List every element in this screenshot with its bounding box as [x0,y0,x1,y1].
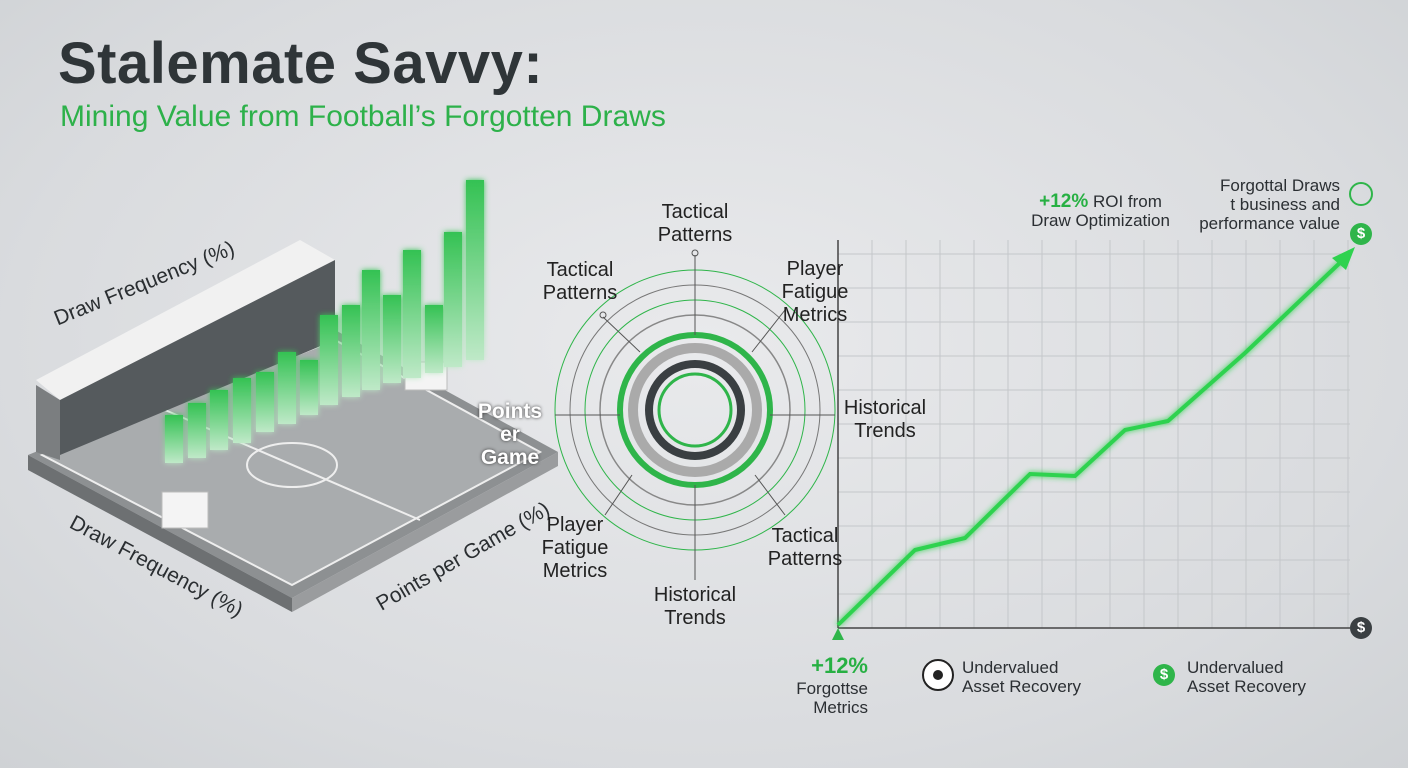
radial-label: Historical Trends [843,397,927,442]
bars [165,180,484,463]
note-line: performance value [1199,214,1340,233]
note: Forgottal Draws t business and performan… [1185,176,1340,233]
subtitle: Mining Value from Football’s Forgotten D… [60,100,666,133]
callout-text: ROI from Draw Optimization [1031,192,1170,230]
growth-line [836,256,1347,627]
radial-label: Historical Trends [653,584,737,629]
arrow-marker [832,628,844,640]
radial-label: Tactical Patterns [767,525,843,570]
dollar-icon: $ [1350,617,1372,639]
footer-highlight: +12% [811,653,868,678]
note-line: Forgottal Draws [1220,176,1340,195]
title: Stalemate Savvy: [58,31,544,96]
dollar-icon: $ [1153,664,1175,686]
radial-label: Tactical Patterns [542,259,618,304]
footer-item: Undervalued Asset Recovery [962,658,1082,696]
footer-item: Undervalued Asset Recovery [1187,658,1307,696]
arrow-head [1332,247,1355,270]
callout-highlight: +12% [1039,191,1089,212]
radial-label: Tactical Patterns [657,201,733,246]
chart-grid [837,240,1350,629]
bulb-icon [1349,182,1373,206]
stadium [28,240,558,612]
ball-icon-patch [933,670,943,680]
callout: +12% ROI from Draw Optimization [1018,192,1183,230]
dollar-icon: $ [1350,223,1372,245]
radial-diagram [554,249,836,580]
footer-text: Forgottse Metrics [796,679,868,717]
radial-label: Player Fatigue Metrics [781,258,849,326]
axis-label: Points er Game [477,400,543,469]
note-line: t business and [1230,195,1340,214]
radial-label: Player Fatigue Metrics [541,514,609,582]
footer-item: +12% Forgottse Metrics [780,653,868,717]
